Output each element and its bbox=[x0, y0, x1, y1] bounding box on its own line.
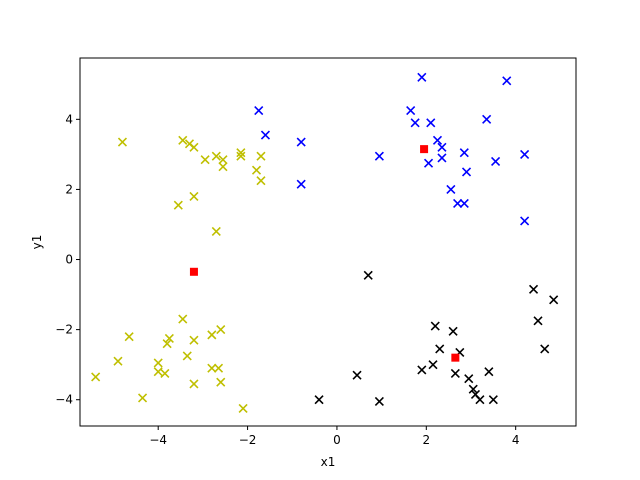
data-point-x-marker bbox=[453, 198, 463, 209]
data-point-x-marker bbox=[153, 358, 163, 368]
data-point-x-marker bbox=[153, 367, 163, 377]
plot-marks bbox=[91, 72, 559, 414]
data-point-x-marker bbox=[459, 148, 469, 158]
data-point-x-marker bbox=[374, 151, 384, 161]
x-tick-label: 0 bbox=[333, 433, 341, 447]
data-point-x-marker bbox=[213, 363, 224, 373]
data-point-x-marker bbox=[173, 200, 183, 210]
data-point-x-marker bbox=[211, 226, 221, 237]
axes-frame bbox=[79, 57, 577, 427]
data-point-x-marker bbox=[549, 295, 559, 305]
data-point-x-marker bbox=[417, 365, 427, 375]
y-tick-label: −2 bbox=[55, 323, 73, 337]
data-point-x-marker bbox=[236, 151, 246, 161]
data-point-x-marker bbox=[432, 135, 443, 145]
data-point-x-marker bbox=[459, 198, 469, 209]
centroid-marker bbox=[451, 353, 460, 362]
data-point-x-marker bbox=[113, 356, 123, 366]
data-point-x-marker bbox=[448, 326, 458, 336]
x-axis-ticks: −4 −2 0 2 4 bbox=[149, 426, 519, 447]
data-point-x-marker bbox=[430, 321, 440, 331]
data-point-x-marker bbox=[423, 158, 434, 168]
data-point-x-marker bbox=[540, 344, 550, 354]
data-point-x-marker bbox=[178, 135, 188, 145]
data-point-x-marker bbox=[238, 403, 248, 414]
data-point-x-marker bbox=[189, 191, 199, 202]
y-axis-label: y1 bbox=[30, 235, 44, 250]
data-point-x-marker bbox=[435, 344, 445, 354]
data-point-x-marker bbox=[520, 216, 530, 226]
data-point-x-marker bbox=[450, 368, 460, 378]
x-tick-label: −2 bbox=[239, 433, 257, 447]
data-point-x-marker bbox=[488, 395, 498, 405]
data-point-x-marker bbox=[178, 314, 188, 324]
y-tick-label: 4 bbox=[65, 112, 73, 126]
data-point-x-marker bbox=[296, 179, 306, 189]
data-point-x-marker bbox=[182, 351, 192, 361]
data-point-x-marker bbox=[417, 72, 427, 82]
data-point-x-marker bbox=[314, 395, 324, 405]
data-point-x-marker bbox=[216, 377, 226, 387]
data-point-x-marker bbox=[216, 325, 226, 335]
data-point-x-marker bbox=[461, 167, 472, 177]
data-point-x-marker bbox=[520, 149, 530, 159]
data-point-x-marker bbox=[137, 393, 148, 403]
data-point-x-marker bbox=[464, 374, 474, 384]
data-point-x-marker bbox=[491, 156, 501, 166]
data-point-x-marker bbox=[437, 153, 447, 163]
data-point-x-marker bbox=[363, 270, 373, 280]
x-tick-label: 2 bbox=[422, 433, 430, 447]
data-point-x-marker bbox=[446, 184, 456, 194]
data-point-x-marker bbox=[207, 363, 217, 373]
data-point-x-marker bbox=[410, 118, 420, 128]
centroid-marker bbox=[189, 267, 198, 276]
y-axis-ticks: −4 −2 0 2 4 bbox=[55, 112, 80, 407]
data-point-x-marker bbox=[189, 379, 199, 389]
data-point-x-marker bbox=[254, 106, 264, 116]
data-point-x-marker bbox=[260, 130, 271, 140]
data-point-x-marker bbox=[296, 137, 306, 147]
y-tick-label: 0 bbox=[65, 253, 73, 267]
data-point-x-marker bbox=[406, 106, 416, 116]
data-point-x-marker bbox=[426, 118, 436, 128]
data-point-x-marker bbox=[91, 372, 101, 382]
y-tick-label: −4 bbox=[55, 393, 73, 407]
data-point-x-marker bbox=[251, 165, 262, 175]
data-point-x-marker bbox=[475, 395, 485, 405]
data-point-x-marker bbox=[124, 332, 134, 342]
data-point-x-marker bbox=[352, 370, 362, 380]
y-tick-label: 2 bbox=[65, 182, 73, 196]
data-point-x-marker bbox=[160, 368, 170, 378]
x-tick-label: −4 bbox=[149, 433, 167, 447]
data-point-x-marker bbox=[468, 384, 478, 394]
data-point-x-marker bbox=[162, 339, 172, 349]
centroid-marker bbox=[420, 145, 429, 154]
data-point-x-marker bbox=[218, 162, 228, 172]
data-point-x-marker bbox=[256, 176, 266, 186]
data-point-x-marker bbox=[218, 155, 228, 165]
data-point-x-marker bbox=[200, 155, 210, 165]
data-point-x-marker bbox=[484, 367, 494, 377]
data-point-x-marker bbox=[207, 330, 217, 340]
data-point-x-marker bbox=[502, 76, 512, 86]
data-point-x-marker bbox=[482, 114, 492, 124]
data-point-x-marker bbox=[189, 335, 199, 345]
x-tick-label: 4 bbox=[512, 433, 520, 447]
data-point-x-marker bbox=[528, 284, 539, 294]
data-point-x-marker bbox=[236, 148, 246, 158]
x-axis-label: x1 bbox=[321, 455, 336, 469]
data-point-x-marker bbox=[211, 151, 221, 161]
data-point-x-marker bbox=[256, 151, 266, 161]
data-point-x-marker bbox=[437, 142, 447, 152]
data-point-x-marker bbox=[428, 360, 438, 370]
data-point-x-marker bbox=[164, 333, 174, 343]
data-point-x-marker bbox=[374, 396, 384, 407]
data-point-x-marker bbox=[117, 137, 128, 147]
data-point-x-marker bbox=[533, 316, 543, 326]
data-point-x-marker bbox=[189, 142, 199, 152]
